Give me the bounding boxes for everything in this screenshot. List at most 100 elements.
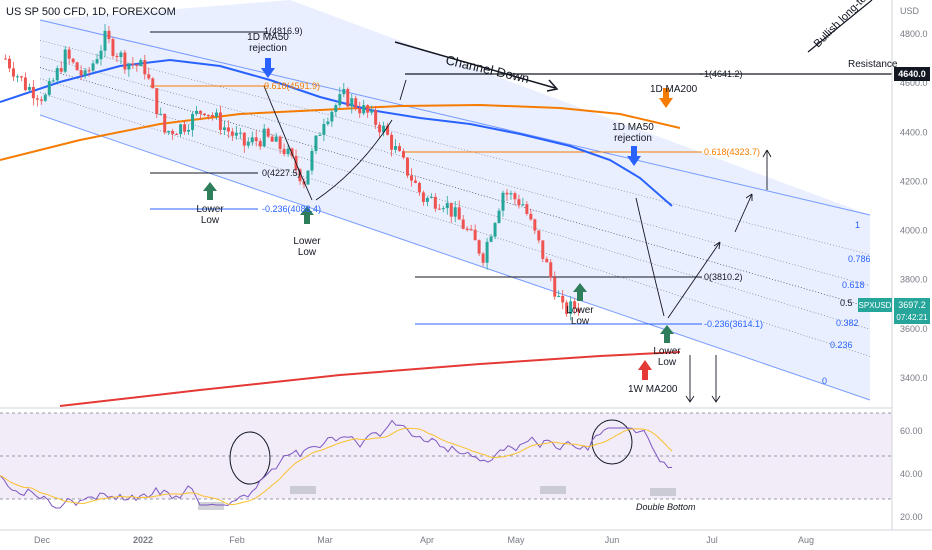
candle-body <box>314 135 318 151</box>
rsi-tick-0: 60.00 <box>900 426 923 436</box>
current-ticker: SPXUSD <box>859 301 892 310</box>
candle-body <box>115 55 119 58</box>
candle-body <box>362 105 366 114</box>
candle-body <box>91 63 95 71</box>
unit-label: USD <box>900 6 920 16</box>
channel-dotted-line-0 <box>39 39 871 255</box>
candle-body <box>59 68 63 72</box>
candle-body <box>266 128 270 137</box>
candle-body <box>19 76 23 78</box>
candle-body <box>525 204 529 214</box>
candle-body <box>469 229 473 231</box>
candle-body <box>199 110 203 114</box>
candle-body <box>354 98 358 109</box>
candle-body <box>370 110 374 113</box>
channel-down <box>40 0 870 400</box>
candle-body <box>485 241 489 263</box>
candle-body <box>218 112 222 130</box>
channel-fib-label-0: 1 <box>855 220 860 230</box>
fib-labels: 1(4816.9) 0.618(4591.9) 0(4227.5) -0.236(40… <box>262 26 763 329</box>
candle-body <box>15 76 19 78</box>
candle-body <box>47 81 51 95</box>
candle-body <box>413 180 417 183</box>
candle-body <box>71 58 75 63</box>
green-up-arrow-icon <box>300 206 314 224</box>
candle-body <box>270 136 274 142</box>
time-label-2: Feb <box>229 535 245 545</box>
green-up-arrow-icon <box>203 182 217 200</box>
fib-label-4: 1(4641.2) <box>704 69 743 79</box>
candle-body <box>378 124 382 133</box>
candle-body <box>318 134 322 136</box>
time-label-6: Jun <box>605 535 620 545</box>
price-axis[interactable] <box>892 0 932 530</box>
channel-dotted-line-2 <box>39 67 871 308</box>
candle-body <box>155 88 159 114</box>
fib-label-5: 0.618(4323.7) <box>704 147 760 157</box>
candle-body <box>123 52 127 70</box>
candle-body <box>433 196 437 209</box>
rsi-circle <box>229 431 271 485</box>
candle-body <box>457 207 461 220</box>
candle-body <box>135 64 139 66</box>
double-bottom-label: Double Bottom <box>636 502 696 512</box>
candle-body <box>425 197 429 202</box>
candle-body <box>549 262 553 278</box>
bullish-line <box>807 0 873 53</box>
candle-body <box>254 137 258 142</box>
candle-body <box>501 192 505 211</box>
candle-body <box>330 111 334 122</box>
candles-layer <box>4 24 581 321</box>
channel-fib-label-3: 0.5 <box>840 298 853 308</box>
candle-body <box>103 30 107 51</box>
candle-body <box>230 131 234 136</box>
candle-body <box>282 148 286 155</box>
candle-body <box>529 213 533 220</box>
candle-body <box>533 219 537 231</box>
candle-body <box>262 128 266 147</box>
blue-down-arrow-icon <box>261 58 275 78</box>
candle-body <box>107 30 111 40</box>
price-tick-1: 4600.0 <box>900 78 928 88</box>
annotation-label-1: 1D MA50 rejection <box>612 122 654 144</box>
candle-body <box>51 80 55 82</box>
candle-body <box>465 228 469 230</box>
time-label-3: Mar <box>317 535 333 545</box>
bullish-label: Bullish long-te <box>812 0 869 50</box>
countdown: 07:42:21 <box>896 313 928 322</box>
candle-body <box>298 169 302 182</box>
time-label-1: 2022 <box>133 535 153 545</box>
blue-down-arrow-icon <box>627 146 641 166</box>
time-axis[interactable] <box>0 530 932 550</box>
candle-body <box>127 63 131 70</box>
candle-body <box>477 240 481 254</box>
candle-body <box>203 113 206 115</box>
candle-body <box>561 295 565 303</box>
candle-body <box>346 88 350 107</box>
channel-down-line <box>394 41 559 92</box>
candle-body <box>382 125 386 133</box>
candle-body <box>386 125 390 135</box>
chart-header: US SP 500 CFD, 1D, FOREXCOM <box>6 6 176 18</box>
time-label-7: Jul <box>706 535 718 545</box>
candle-body <box>250 137 254 143</box>
candle-body <box>537 230 541 241</box>
candle-body <box>509 193 513 195</box>
candle-body <box>258 141 262 147</box>
annotation-label-0: 1D MA50 rejection <box>247 32 289 54</box>
candle-body <box>187 129 191 132</box>
candle-body <box>409 175 413 181</box>
candle-body <box>95 59 99 64</box>
channel-fib-label-2: 0.618 <box>842 280 865 290</box>
fib-label-7: -0.236(3614.1) <box>704 319 763 329</box>
candle-body <box>417 182 421 193</box>
candle-body <box>27 87 31 91</box>
candle-body <box>195 110 199 114</box>
candle-body <box>191 113 195 130</box>
candle-body <box>55 68 59 81</box>
candle-body <box>405 157 409 176</box>
orange-down-arrow-icon <box>659 88 673 108</box>
candle-body <box>394 146 398 150</box>
candle-body <box>163 113 167 133</box>
